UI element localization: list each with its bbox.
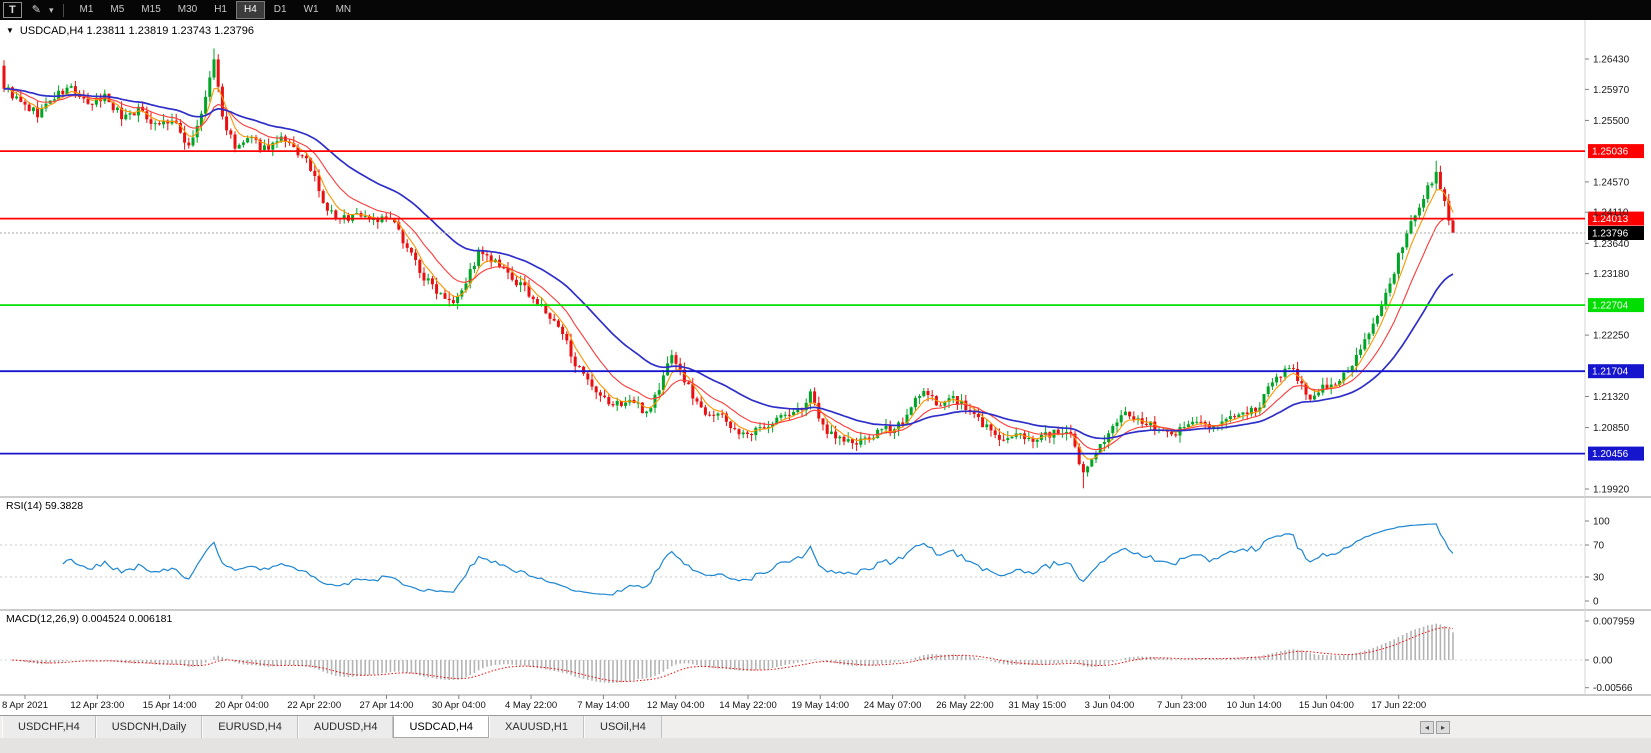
svg-text:0.00: 0.00 — [1593, 656, 1613, 667]
svg-text:0: 0 — [1593, 597, 1599, 608]
svg-text:20 Apr 04:00: 20 Apr 04:00 — [215, 700, 269, 711]
footer-strip — [0, 738, 1651, 753]
svg-text:24 May 07:00: 24 May 07:00 — [864, 700, 922, 711]
svg-text:7 Jun 23:00: 7 Jun 23:00 — [1157, 700, 1207, 711]
svg-text:1.22250: 1.22250 — [1593, 331, 1630, 342]
tab-scroll-buttons: ◂ ▸ — [1420, 721, 1450, 734]
rsi-indicator-label: RSI(14) 59.3828 — [6, 500, 84, 512]
svg-text:1.21320: 1.21320 — [1593, 392, 1630, 403]
timeframe-button-h4[interactable]: H4 — [236, 1, 265, 19]
timeframe-group: M1 M5 M15 M30 H1 H4 D1 W1 MN — [71, 1, 359, 19]
svg-text:12 Apr 23:00: 12 Apr 23:00 — [70, 700, 124, 711]
svg-text:1.25036: 1.25036 — [1592, 147, 1629, 158]
hline-1-20456[interactable]: 1.20456 — [0, 446, 1644, 461]
svg-text:1.24013: 1.24013 — [1592, 214, 1629, 225]
timeframe-button-w1[interactable]: W1 — [303, 4, 319, 15]
tab-scroll-left-icon[interactable]: ◂ — [1420, 721, 1434, 734]
price-axis[interactable]: 1.26430 1.25970 1.25500 1.24570 1.24110 1.236… — [1585, 55, 1630, 496]
ma-line-mid-red — [3, 88, 1454, 451]
draw-tool-icon[interactable]: ✎ — [31, 4, 41, 16]
timeframe-button-m30[interactable]: M30 — [177, 4, 198, 15]
svg-text:1.21704: 1.21704 — [1592, 367, 1629, 378]
chart-tab-audusd-h4[interactable]: AUDUSD,H4 — [297, 716, 394, 738]
chart-tab-eurusd-h4[interactable]: EURUSD,H4 — [202, 716, 298, 738]
macd-signal-line — [12, 627, 1454, 683]
svg-text:1.24570: 1.24570 — [1593, 177, 1630, 188]
svg-text:1.24110: 1.24110 — [1593, 208, 1629, 219]
tab-scroll-right-icon[interactable]: ▸ — [1436, 721, 1450, 734]
svg-text:4 May 22:00: 4 May 22:00 — [505, 700, 557, 711]
ma-line-fast-orange — [3, 87, 1454, 460]
svg-text:70: 70 — [1593, 541, 1605, 552]
svg-text:15 Apr 14:00: 15 Apr 14:00 — [143, 700, 197, 711]
svg-text:1.20850: 1.20850 — [1593, 423, 1630, 434]
svg-text:26 May 22:00: 26 May 22:00 — [936, 700, 994, 711]
horizontal-lines: 1.25036 1.24013 1.22704 1.21704 1.20456 — [0, 144, 1644, 461]
dropdown-arrow-icon[interactable]: ▾ — [48, 5, 54, 15]
svg-text:1.25970: 1.25970 — [1593, 85, 1630, 96]
svg-text:1.23640: 1.23640 — [1593, 239, 1630, 250]
svg-text:3 Jun 04:00: 3 Jun 04:00 — [1085, 700, 1135, 711]
svg-text:17 Jun 22:00: 17 Jun 22:00 — [1371, 700, 1426, 711]
time-axis[interactable]: 8 Apr 2021 12 Apr 23:00 15 Apr 14:00 20 Apr… — [2, 695, 1426, 711]
macd-indicator-label: MACD(12,26,9) 0.004524 0.006181 — [6, 613, 173, 625]
svg-text:1.19920: 1.19920 — [1593, 485, 1630, 496]
rsi-panel: 100 70 30 0 — [0, 517, 1610, 608]
timeframe-button-m5[interactable]: M5 — [110, 4, 125, 15]
svg-text:15 Jun 04:00: 15 Jun 04:00 — [1299, 700, 1354, 711]
svg-text:1.25500: 1.25500 — [1593, 116, 1630, 127]
chart-tab-usdcnh-daily[interactable]: USDCNH,Daily — [95, 716, 203, 738]
svg-text:7 May 14:00: 7 May 14:00 — [577, 700, 629, 711]
timeframe-button-d1[interactable]: D1 — [273, 4, 287, 15]
chart-tabs: USDCHF,H4 USDCNH,Daily EURUSD,H4 AUDUSD,H4 U… — [0, 716, 1651, 738]
chart-tab-bar: USDCHF,H4 USDCNH,Daily EURUSD,H4 AUDUSD,H4 U… — [0, 715, 1651, 753]
hline-1-24013[interactable]: 1.24013 — [0, 211, 1644, 226]
chart-tab-xauusd-h1[interactable]: XAUUSD,H1 — [489, 716, 584, 738]
svg-text:12 May 04:00: 12 May 04:00 — [647, 700, 705, 711]
hline-1-25036[interactable]: 1.25036 — [0, 144, 1644, 159]
svg-text:0.007959: 0.007959 — [1593, 617, 1635, 628]
symbol-ohlc-text: USDCAD,H4 1.23811 1.23819 1.23743 1.2379… — [19, 25, 254, 37]
template-button[interactable]: T — [3, 2, 22, 18]
timeframe-button-m15[interactable]: M15 — [141, 4, 161, 15]
hline-1-21704[interactable]: 1.21704 — [0, 364, 1644, 379]
timeframe-button-h1[interactable]: H1 — [214, 4, 227, 15]
svg-text:1.22704: 1.22704 — [1592, 301, 1629, 312]
chart-tab-usdcad-h4[interactable]: USDCAD,H4 — [393, 716, 490, 738]
hline-1-22704[interactable]: 1.22704 — [0, 298, 1644, 313]
timeframe-button-m1[interactable]: M1 — [79, 4, 94, 15]
top-toolbar: T ✎ ▾ M1 M5 M15 M30 H1 H4 D1 W1 MN — [0, 0, 1651, 20]
svg-text:30: 30 — [1593, 573, 1605, 584]
svg-text:19 May 14:00: 19 May 14:00 — [792, 700, 850, 711]
svg-text:8 Apr 2021: 8 Apr 2021 — [2, 700, 48, 711]
current-price-line: 1.23796 — [0, 226, 1644, 240]
svg-text:1.26430: 1.26430 — [1593, 55, 1630, 66]
svg-text:1.20456: 1.20456 — [1592, 449, 1629, 460]
macd-panel: 0.007959 0.00 -0.00566 — [0, 617, 1635, 694]
chart-tab-usdchf-h4[interactable]: USDCHF,H4 — [2, 716, 96, 738]
chart-tab-usoil-h4[interactable]: USOil,H4 — [584, 716, 662, 738]
svg-text:1.23796: 1.23796 — [1592, 229, 1629, 240]
timeframe-button-mn[interactable]: MN — [335, 4, 352, 15]
svg-text:30 Apr 04:00: 30 Apr 04:00 — [432, 700, 486, 711]
rsi-line — [62, 523, 1454, 596]
svg-text:27 Apr 14:00: 27 Apr 14:00 — [360, 700, 414, 711]
collapse-chart-icon[interactable]: ▼ — [6, 26, 14, 35]
svg-text:10 Jun 14:00: 10 Jun 14:00 — [1227, 700, 1282, 711]
svg-text:100: 100 — [1593, 517, 1610, 528]
svg-text:22 Apr 22:00: 22 Apr 22:00 — [287, 700, 341, 711]
svg-text:-0.00566: -0.00566 — [1593, 683, 1633, 694]
svg-text:31 May 15:00: 31 May 15:00 — [1008, 700, 1066, 711]
toolbar-separator — [63, 3, 65, 17]
svg-text:14 May 22:00: 14 May 22:00 — [719, 700, 777, 711]
svg-text:1.23180: 1.23180 — [1593, 269, 1630, 280]
ma-line-slow-blue — [3, 87, 1454, 440]
panel-separators — [0, 20, 1651, 696]
symbol-header: ▼ USDCAD,H4 1.23811 1.23819 1.23743 1.23… — [6, 25, 254, 37]
